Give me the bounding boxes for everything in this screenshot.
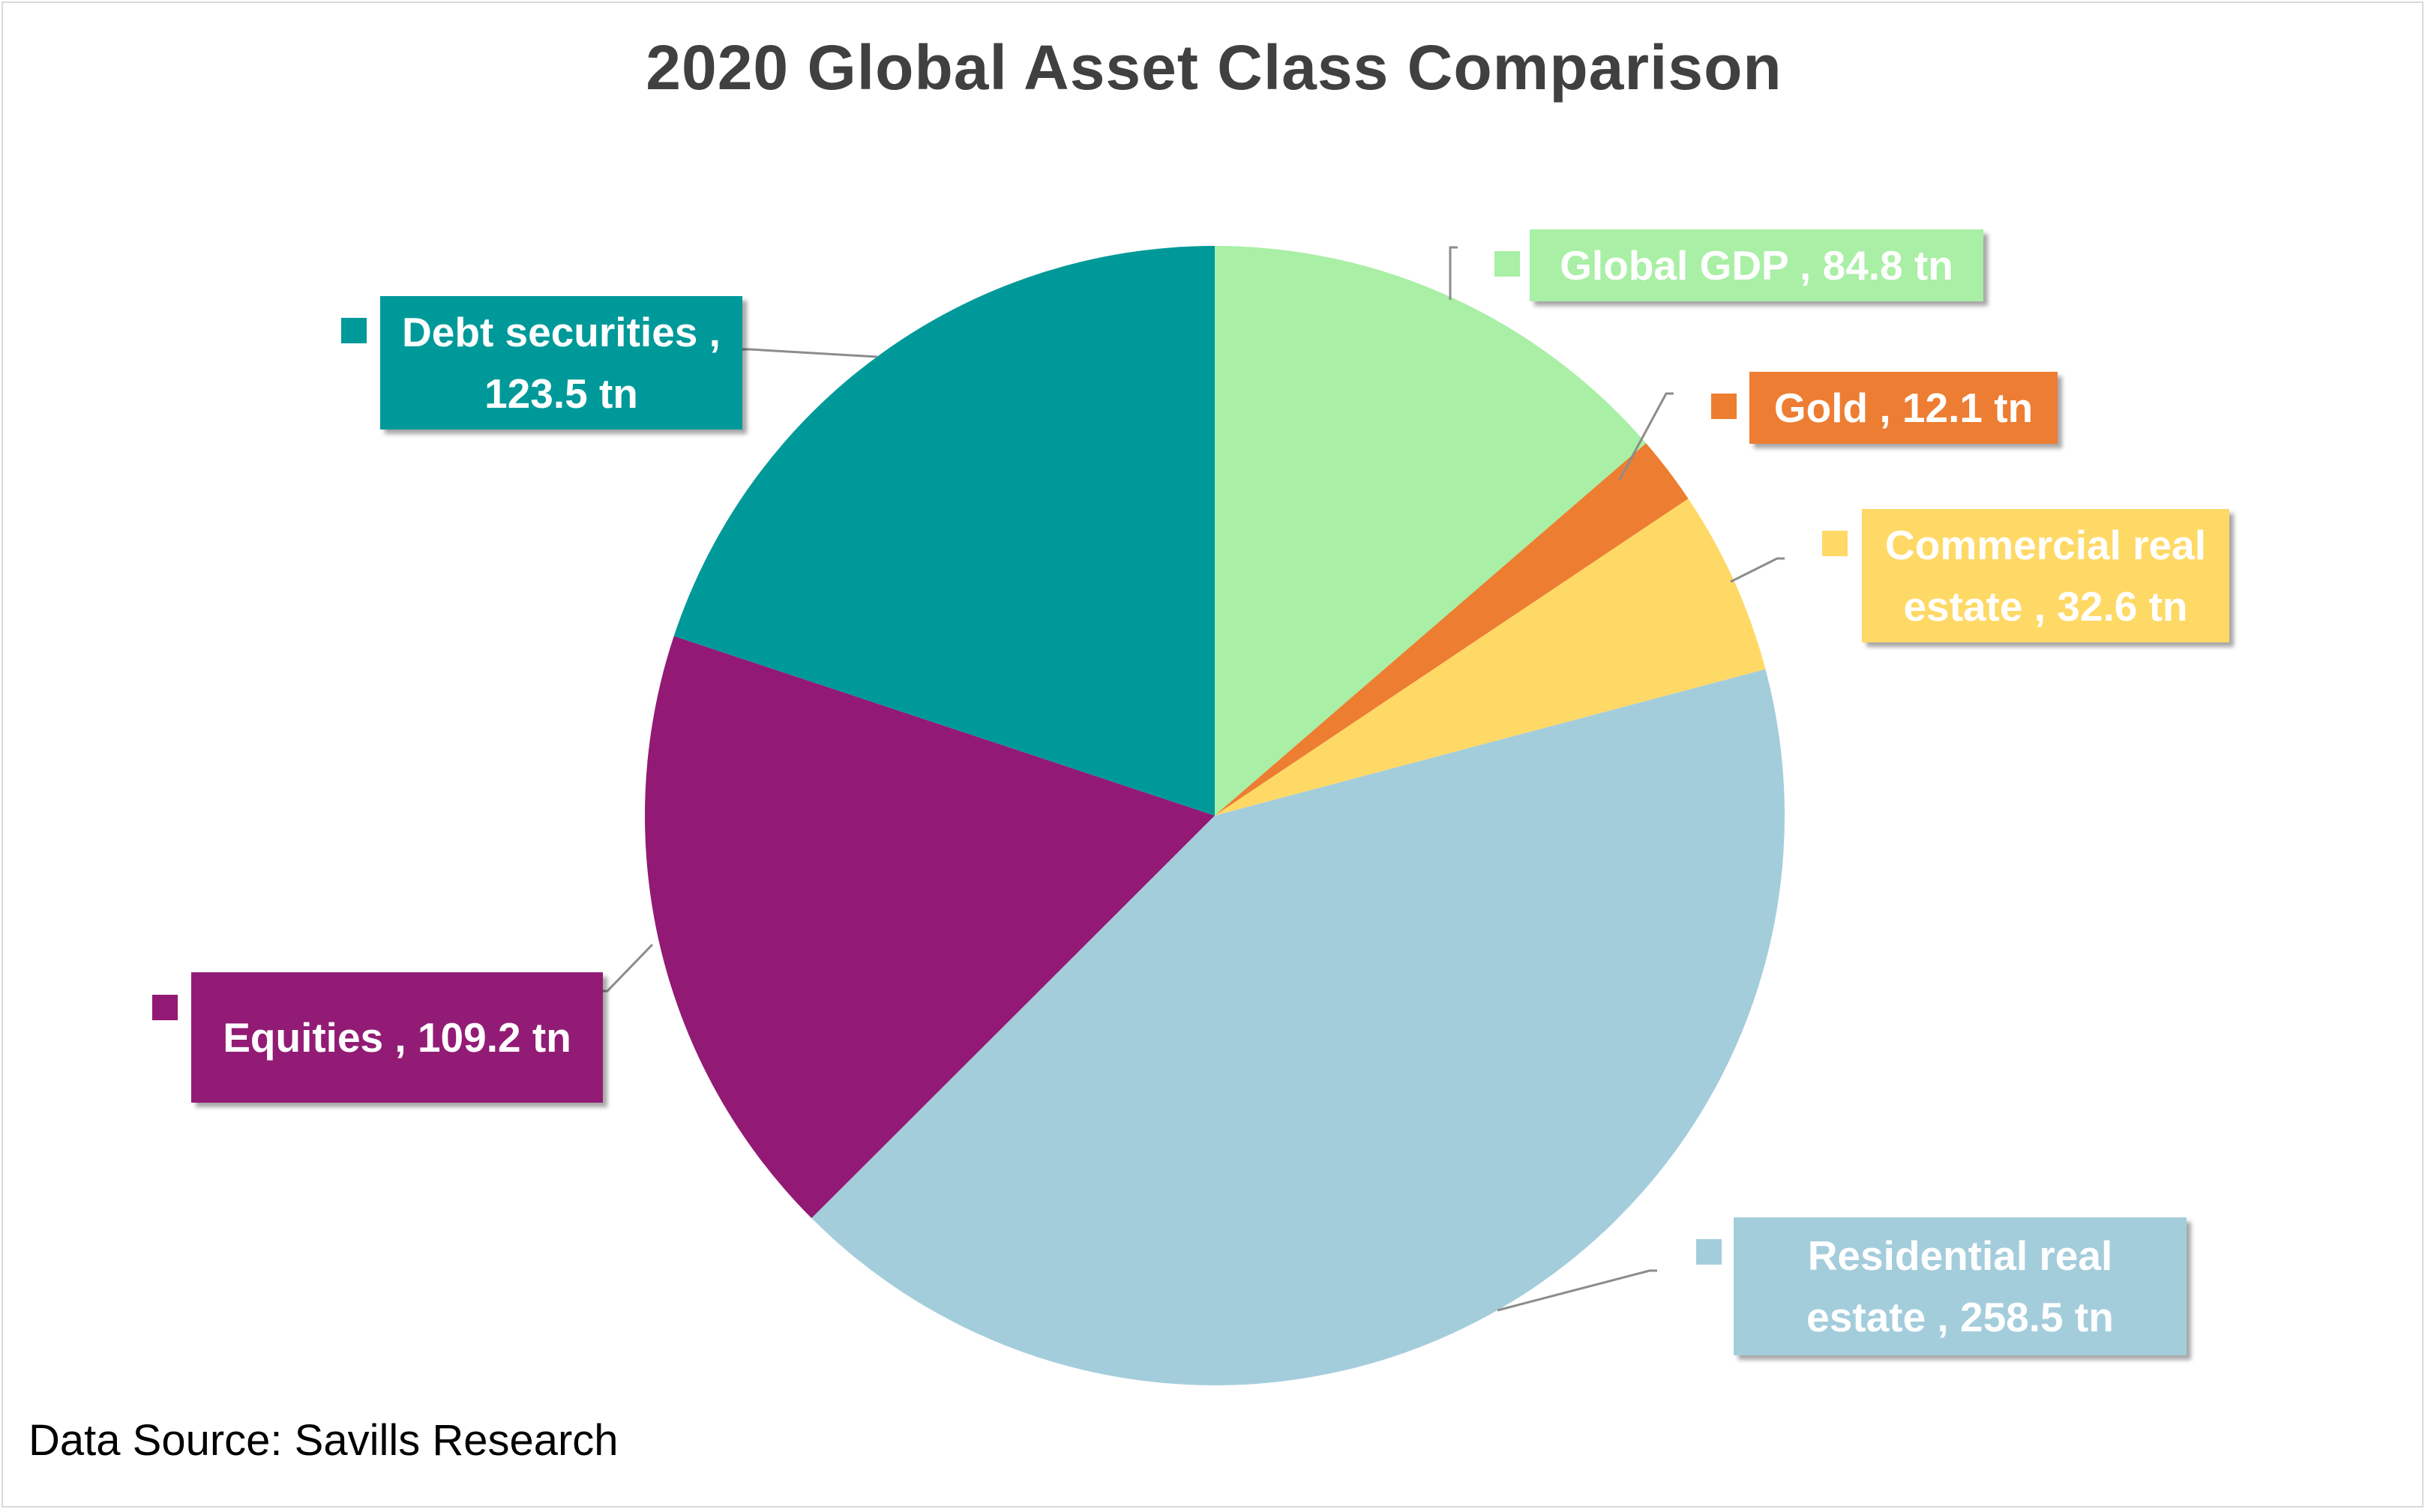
label-text-debt-securities: Debt securities , 123.5 tn [402, 309, 721, 417]
chart-title: 2020 Global Asset Class Comparison [646, 32, 1782, 103]
label-text-equities: Equities , 109.2 tn [223, 1014, 571, 1061]
legend-key-equities [152, 995, 178, 1020]
label-text-gold: Gold , 12.1 tn [1774, 385, 2033, 431]
data-label-debt-securities: Debt securities , 123.5 tn [341, 296, 742, 430]
label-box-equities [191, 972, 603, 1103]
legend-key-debt-securities [341, 318, 367, 343]
legend-key-global-gdp [1494, 251, 1520, 277]
pie-slice-global-gdp [1215, 246, 1647, 816]
label-box-residential-real-estate [1734, 1217, 2187, 1355]
leader-line-equities [600, 943, 654, 993]
legend-key-commercial-real-estate [1822, 531, 1848, 556]
leader-line-debt-securities [742, 348, 878, 358]
label-box-global-gdp [1530, 229, 1983, 301]
pie-slice-commercial-real-estate [1215, 499, 1766, 816]
legend-key-residential-real-estate [1696, 1239, 1722, 1265]
label-text-commercial-real-estate: Commercial real estate , 32.6 tn [1885, 522, 2206, 630]
data-label-gold: Gold , 12.1 tn [1711, 372, 2058, 444]
label-text-global-gdp: Global GDP , 84.8 tn [1560, 242, 1953, 289]
pie-slice-gold [1215, 443, 1689, 816]
data-label-equities: Equities , 109.2 tn [152, 972, 603, 1103]
leader-line-gold [1618, 392, 1674, 481]
leader-line-global-gdp [1449, 246, 1458, 300]
data-label-global-gdp: Global GDP , 84.8 tn [1494, 229, 1983, 301]
data-source-note: Data Source: Savills Research [28, 1416, 619, 1465]
label-box-commercial-real-estate [1862, 509, 2229, 642]
label-text-residential-real-estate: Residential real estate , 258.5 tn [1806, 1232, 2114, 1340]
label-box-debt-securities [380, 296, 742, 430]
legend-key-gold [1711, 394, 1737, 419]
data-label-commercial-real-estate: Commercial real estate , 32.6 tn [1822, 509, 2229, 642]
leader-line-residential-real-estate [1497, 1269, 1657, 1312]
data-label-residential-real-estate: Residential real estate , 258.5 tn [1696, 1217, 2187, 1355]
leader-line-commercial-real-estate [1730, 557, 1785, 583]
pie-slice-residential-real-estate [811, 669, 1785, 1385]
pie-slice-debt-securities [673, 246, 1215, 816]
label-box-gold [1749, 372, 2058, 444]
pie-slice-equities [645, 636, 1215, 1219]
